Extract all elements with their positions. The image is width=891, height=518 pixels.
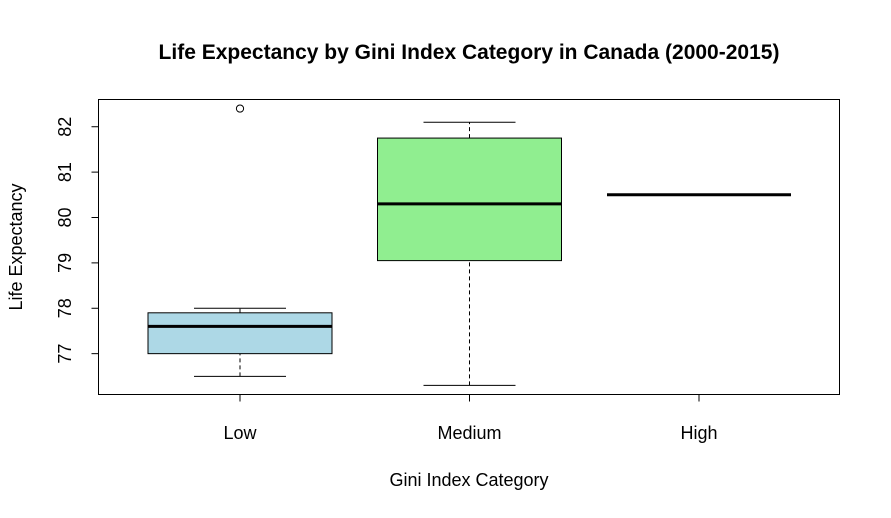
y-axis: 77 78 79 80 81 82	[55, 117, 99, 364]
box-body-low	[147, 312, 333, 355]
x-tick-label-medium: Medium	[437, 423, 501, 443]
y-tick-label-82: 82	[55, 117, 75, 137]
y-axis-label: Life Expectancy	[6, 183, 26, 310]
y-tick-label-77: 77	[55, 344, 75, 364]
outlier-low-0	[235, 104, 245, 113]
y-tick-label-79: 79	[55, 253, 75, 273]
box-low	[147, 104, 333, 377]
box-medium	[377, 121, 562, 386]
box-body-medium	[377, 137, 562, 262]
x-axis: Low Medium High	[223, 394, 718, 443]
x-axis-label: Gini Index Category	[389, 470, 548, 490]
x-tick-label-low: Low	[223, 423, 257, 443]
chart-title: Life Expectancy by Gini Index Category i…	[159, 41, 780, 64]
box-marks	[147, 104, 791, 386]
x-tick-label-high: High	[680, 423, 717, 443]
y-tick-label-81: 81	[55, 162, 75, 182]
y-tick-label-80: 80	[55, 207, 75, 227]
y-tick-label-78: 78	[55, 298, 75, 318]
